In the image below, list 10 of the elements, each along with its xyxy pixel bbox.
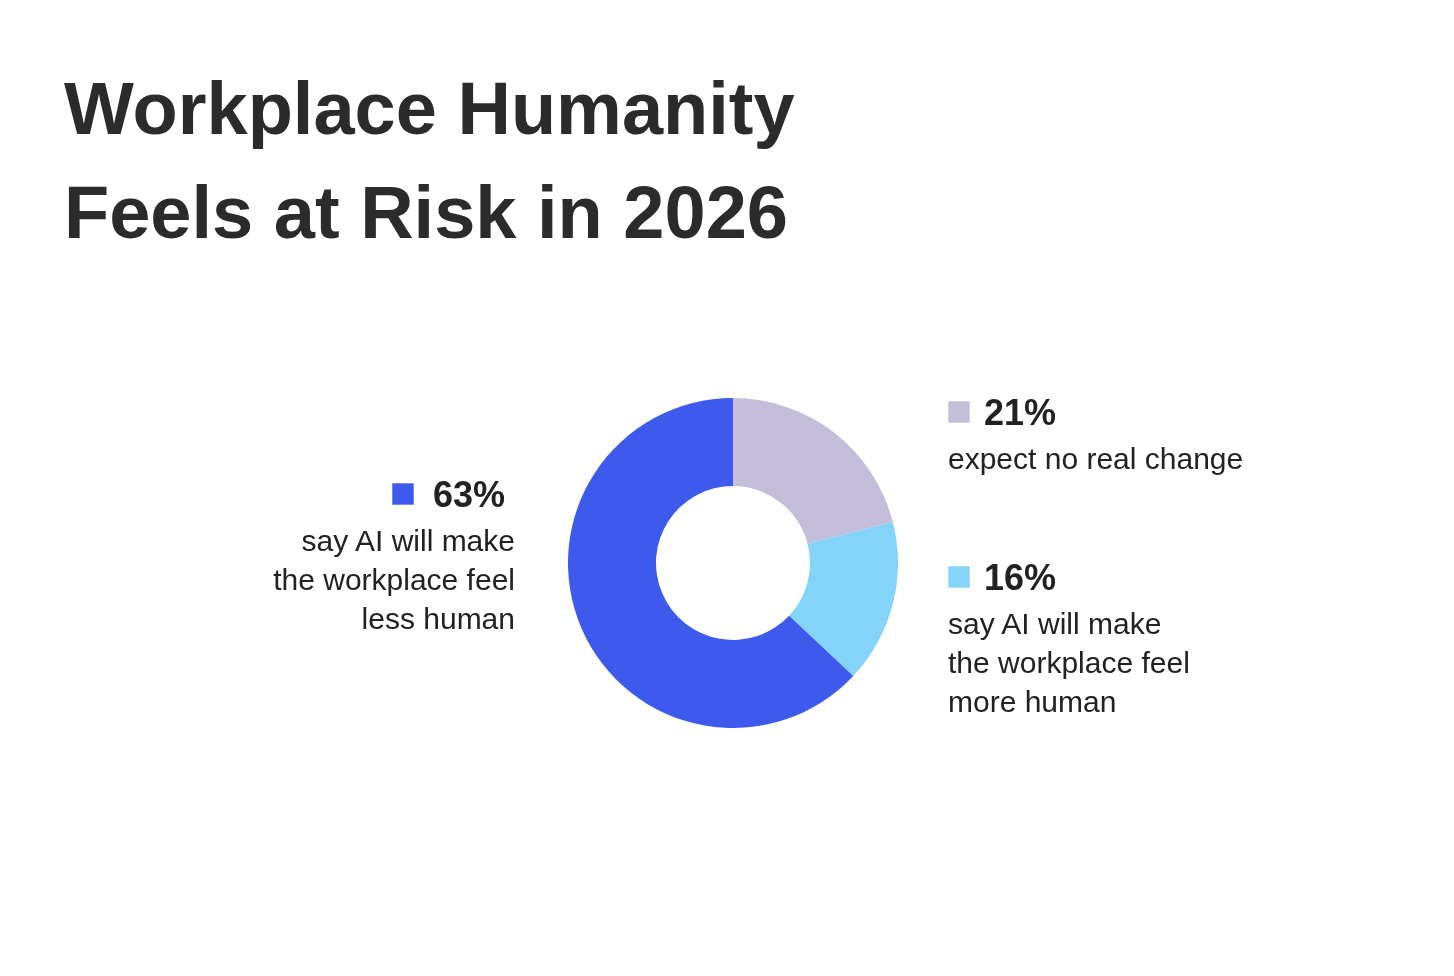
data-label: 21% bbox=[984, 392, 1057, 433]
legend-label: say AI will make the workplace feel less human bbox=[273, 524, 515, 635]
donut-slice bbox=[733, 398, 893, 544]
chart-title: Workplace Humanity Feels at Risk in 2026 bbox=[64, 67, 795, 254]
legend-label: say AI will make the workplace feel more human bbox=[948, 607, 1190, 718]
legend-label: expect no real change bbox=[948, 442, 1244, 475]
data-label: 63% bbox=[432, 474, 505, 515]
data-label: 16% bbox=[984, 557, 1057, 598]
donut-slice bbox=[789, 521, 898, 676]
donut-slice bbox=[568, 398, 854, 728]
